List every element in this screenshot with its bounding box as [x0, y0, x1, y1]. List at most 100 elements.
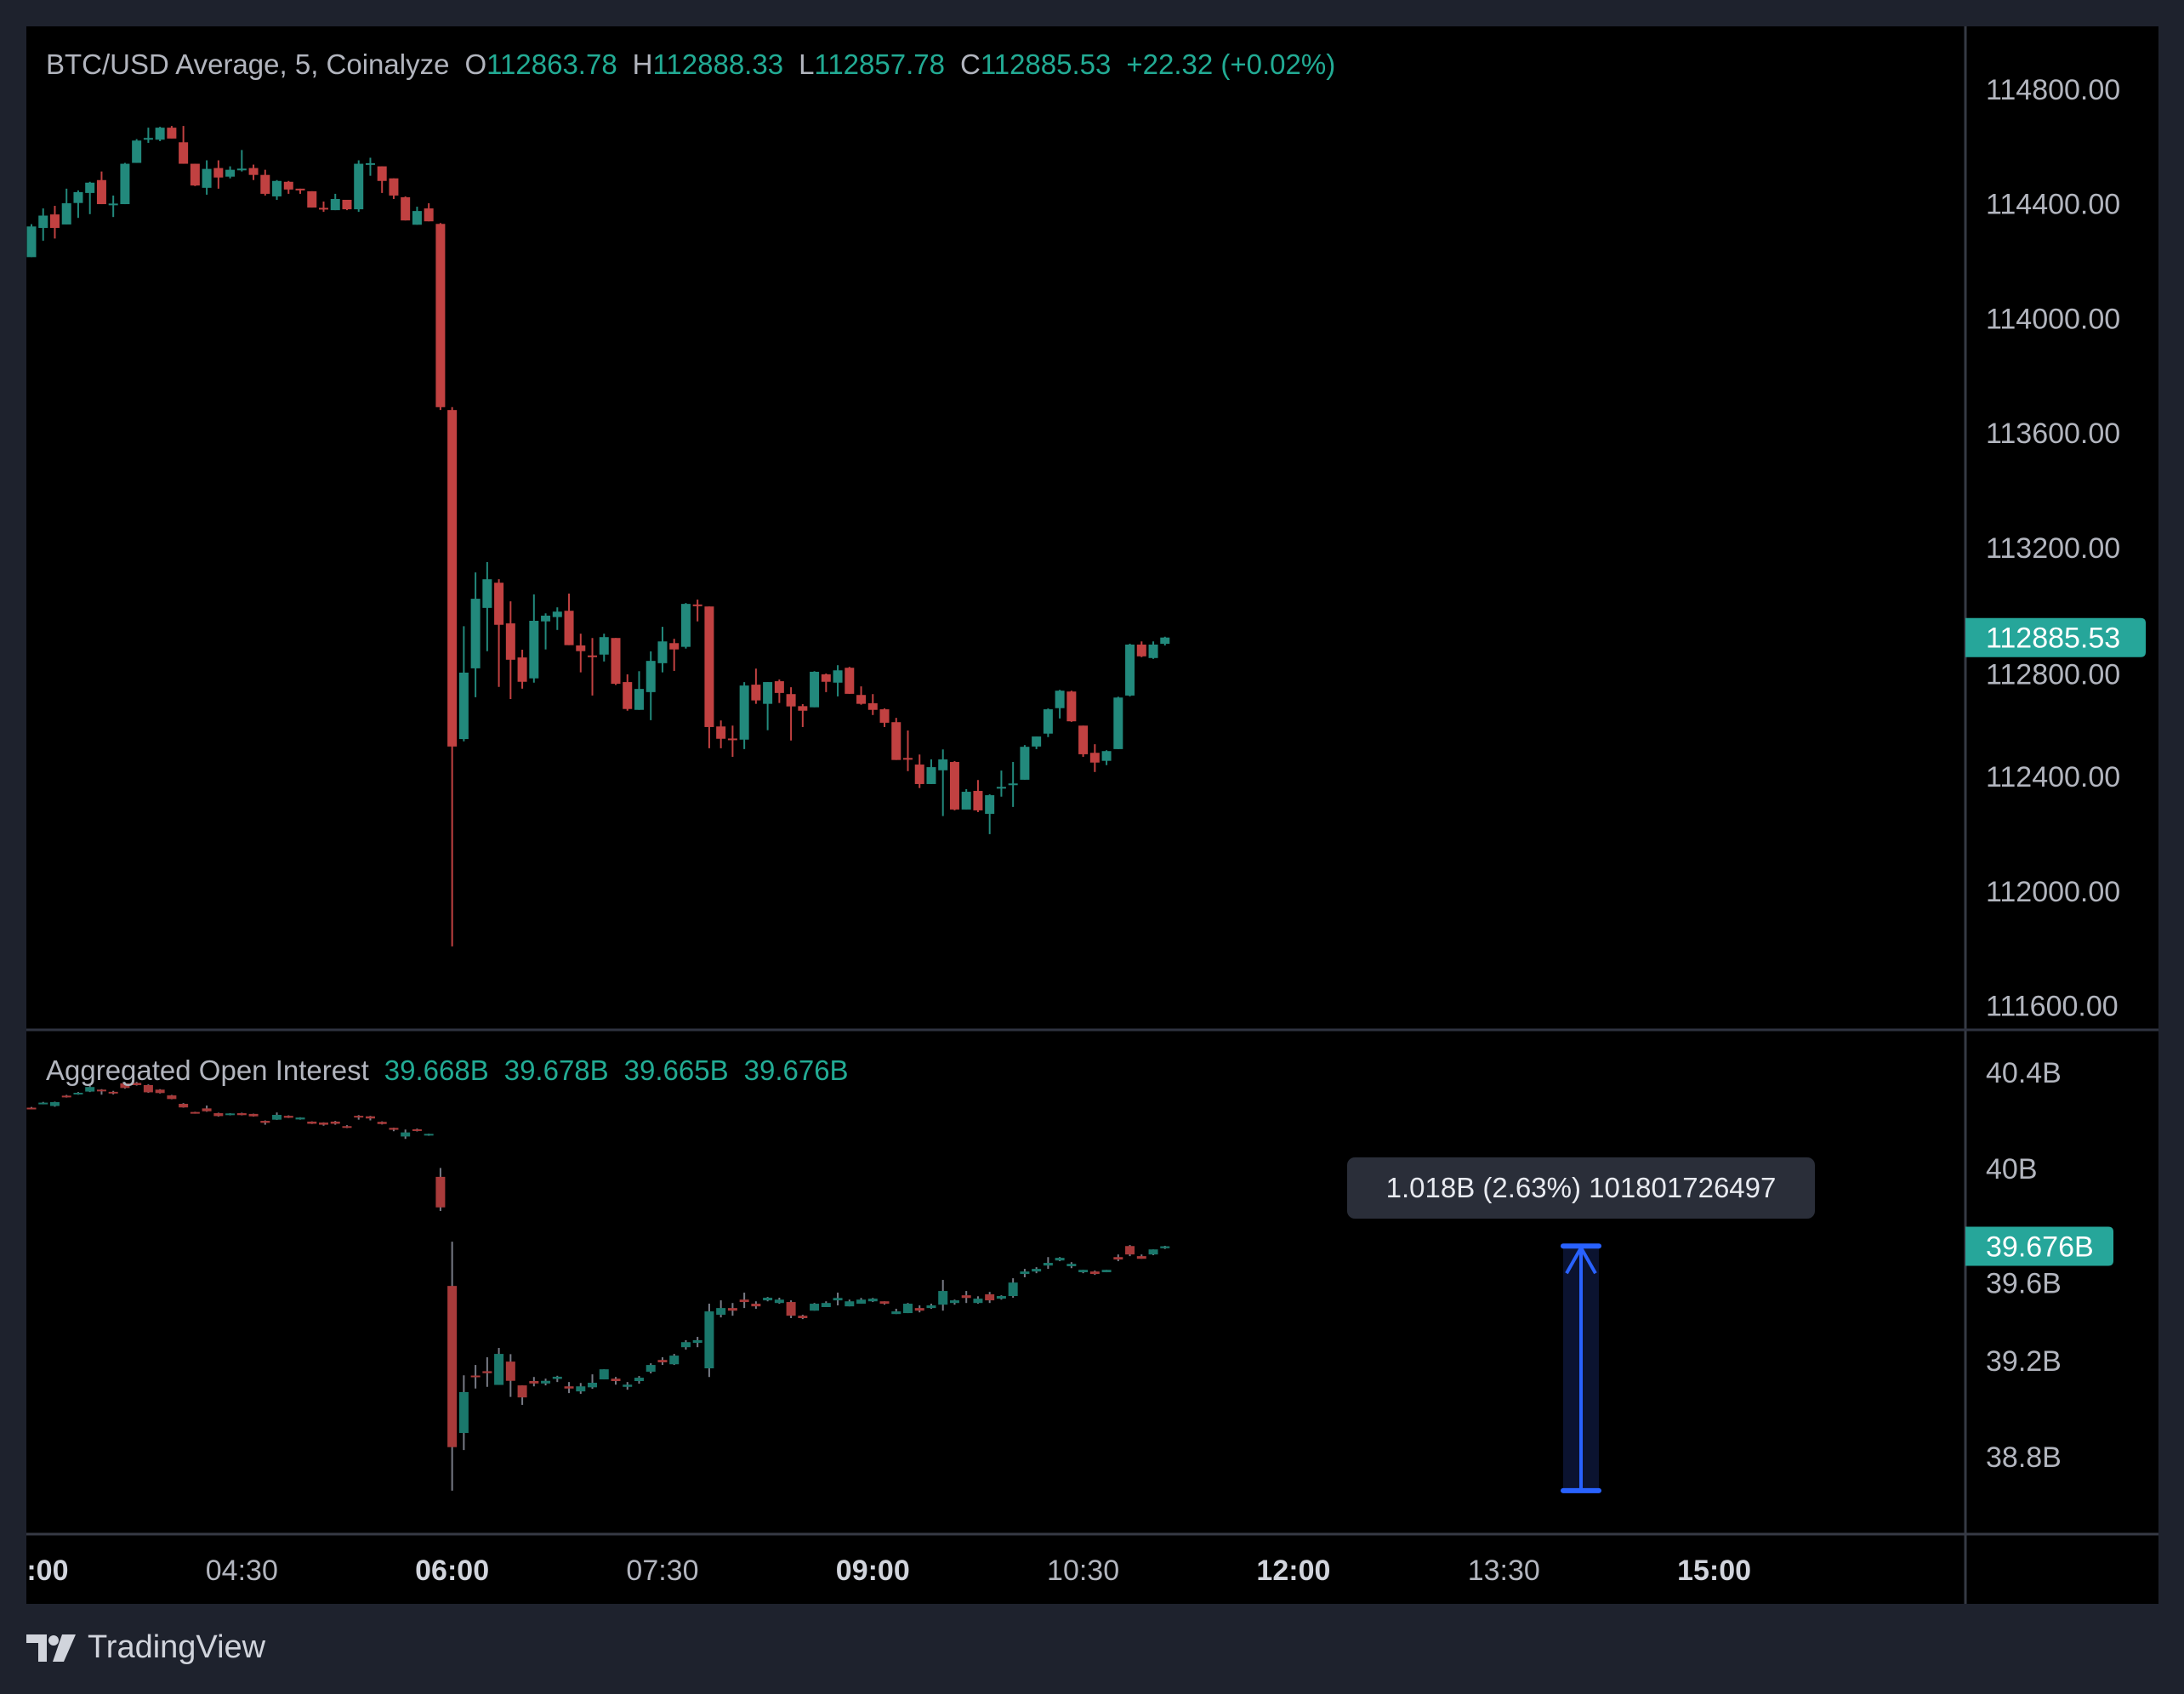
time-tick-label: 13:30 [1468, 1555, 1540, 1587]
time-tick-label: 06:00 [415, 1555, 489, 1587]
oi-candle-body [108, 1091, 118, 1094]
oi-candle-body [845, 1301, 855, 1307]
oi-tick-label: 40.4B [1986, 1057, 2062, 1089]
price-candle [786, 687, 796, 741]
oi-title[interactable]: Aggregated Open Interest [46, 1054, 369, 1086]
time-axis[interactable]: 03:00 04:30 06:00 07:30 09:00 10:30 12:00 13:30… [0, 1555, 1751, 1587]
oi-low-value: 39.665B [623, 1054, 729, 1086]
oi-candle [1008, 1278, 1018, 1298]
oi-tick-label: 39.2B [1986, 1345, 2062, 1378]
oi-candle-body [61, 1095, 71, 1098]
price-candle-body [1008, 783, 1018, 786]
open-label: O [464, 48, 487, 80]
time-tick-label: 09:00 [836, 1555, 910, 1587]
oi-candle-body [96, 1089, 106, 1092]
current-price-text: 112885.53 [1986, 622, 2120, 655]
oi-candle-body [412, 1128, 422, 1131]
oi-candle-body [517, 1385, 527, 1398]
price-candle [867, 694, 878, 715]
price-candle-body [1136, 644, 1146, 657]
oi-candle-body [272, 1115, 282, 1120]
oi-candle [458, 1375, 469, 1451]
price-candle [552, 607, 562, 630]
price-candle-body [1160, 637, 1170, 645]
price-candle-body [727, 738, 737, 741]
oi-candle-body [401, 1132, 411, 1137]
oi-candle-body [342, 1126, 352, 1128]
oi-candle-body [202, 1108, 212, 1111]
price-candle [926, 759, 936, 784]
price-candle-body [821, 674, 831, 682]
oi-candle [786, 1300, 796, 1318]
price-candle [810, 671, 820, 708]
price-candle [1020, 745, 1030, 780]
price-candle [401, 196, 411, 221]
oi-candle [447, 1242, 458, 1491]
oi-candle-body [190, 1111, 200, 1114]
price-tick-label: 113600.00 [1986, 418, 2120, 450]
oi-candle-body [786, 1302, 796, 1316]
price-candle [354, 160, 364, 213]
oi-axis[interactable]: 40.4B 40B 39.6B 39.2B 38.8B [1986, 1057, 2062, 1474]
oi-candle-body [716, 1308, 726, 1316]
price-candle [716, 720, 726, 748]
oi-legend[interactable]: Aggregated Open Interest 39.668B 39.678B… [46, 1054, 849, 1087]
price-candle-body [914, 765, 924, 784]
oi-candle [914, 1305, 924, 1313]
oi-candle-body [120, 1083, 130, 1089]
oi-candle [1043, 1257, 1053, 1270]
price-candle-body [949, 762, 959, 810]
time-tick-label: 07:30 [626, 1555, 698, 1587]
price-candle [179, 126, 189, 164]
oi-candle-body [552, 1376, 562, 1379]
oi-candle-body [155, 1089, 165, 1094]
price-candle [236, 150, 247, 172]
price-candle-body [167, 128, 177, 139]
oi-candle [821, 1301, 831, 1308]
price-candle [1043, 708, 1053, 737]
oi-candle-body [283, 1116, 293, 1118]
oi-candle-body [529, 1381, 539, 1384]
chart-canvas[interactable] [26, 26, 2158, 1604]
price-candle [108, 195, 118, 218]
price-axis[interactable]: 114800.00 114400.00 114000.00 113600.00 1132… [1986, 74, 2120, 1023]
price-candle-body [891, 722, 901, 760]
oi-candle [295, 1117, 305, 1120]
oi-candle-body [167, 1095, 177, 1100]
oi-candle-body [588, 1382, 598, 1388]
price-legend[interactable]: BTC/USD Average, 5, Coinalyze O 112863.78… [46, 48, 1335, 81]
time-tick-label: 03:00 [0, 1555, 68, 1587]
oi-candle-body [576, 1386, 586, 1392]
oi-candle [26, 1106, 37, 1110]
price-candle [938, 749, 948, 816]
price-candle-body [155, 128, 165, 140]
symbol-title[interactable]: BTC/USD Average, 5, Coinalyze [46, 48, 450, 80]
tradingview-logo[interactable]: TradingView [26, 1629, 265, 1666]
oi-candle [763, 1297, 773, 1302]
price-candle [529, 594, 539, 683]
oi-candle [704, 1304, 714, 1378]
price-candle [856, 686, 867, 705]
price-candle-body [1089, 753, 1100, 763]
oi-candle-body [179, 1104, 189, 1108]
arrow-up-icon [1565, 1244, 1597, 1275]
open-value: 112863.78 [486, 48, 617, 80]
oi-candle-body [1055, 1258, 1065, 1261]
price-candle [49, 206, 60, 239]
price-candle-body [1032, 736, 1042, 747]
oi-candle [202, 1105, 212, 1112]
price-candle [891, 718, 901, 760]
oi-candle [716, 1300, 726, 1318]
oi-candle-body [470, 1375, 481, 1378]
price-candle-body [973, 791, 983, 810]
price-candle [879, 708, 890, 727]
oi-candle [505, 1354, 515, 1397]
oi-candle-body [867, 1299, 878, 1302]
measure-ruler[interactable] [1561, 1243, 1601, 1493]
oi-candle-body [739, 1299, 749, 1303]
price-candle [96, 171, 106, 205]
price-candle [283, 180, 293, 194]
oi-candle [412, 1128, 422, 1132]
oi-candle [377, 1121, 387, 1125]
